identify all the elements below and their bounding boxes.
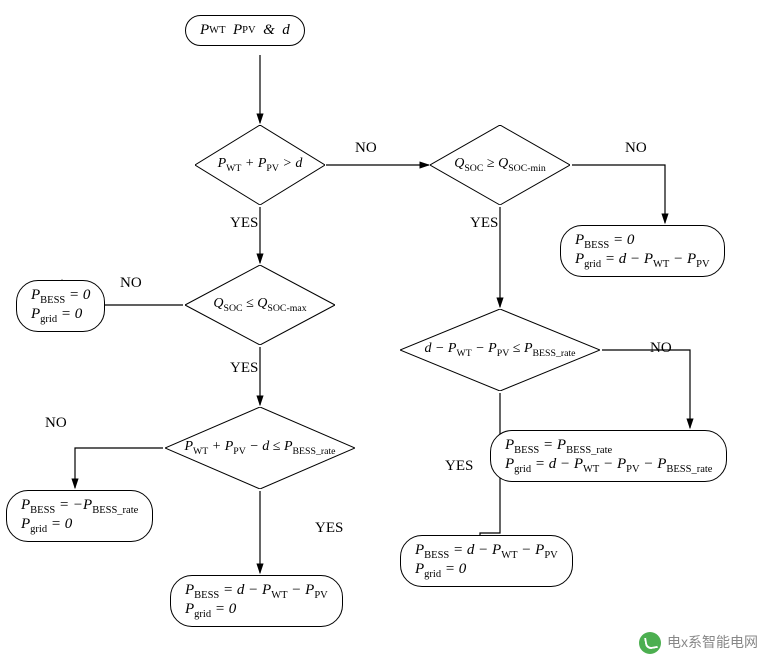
terminal-t5: PBESS = d − PWT − PPVPgrid = 0: [400, 535, 573, 587]
terminal-t6: PBESS = PBESS_ratePgrid = d − PWT − PPV …: [490, 430, 727, 482]
edge-label: NO: [355, 140, 377, 157]
edge-label: YES: [230, 215, 258, 232]
decision-d3: QSOC ≤ QSOC-max: [185, 265, 335, 345]
terminal-t3: PBESS = −PBESS_ratePgrid = 0: [6, 490, 153, 542]
edge-label: YES: [230, 360, 258, 377]
terminal-t4: PBESS = d − PWT − PPVPgrid = 0: [170, 575, 343, 627]
edge-label: NO: [120, 275, 142, 292]
decision-d5: d − PWT − PPV ≤ PBESS_rate: [400, 309, 600, 391]
decision-d1: PWT + PPV > d: [195, 125, 325, 205]
watermark: 电x系智能电网: [639, 632, 758, 654]
decision-d2: QSOC ≥ QSOC-min: [430, 125, 570, 205]
edge-label: NO: [650, 340, 672, 357]
edge-label: YES: [445, 458, 473, 475]
edge-label: NO: [625, 140, 647, 157]
edge-label: YES: [470, 215, 498, 232]
flowchart-edges: [0, 0, 778, 666]
terminal-t1: PBESS = 0Pgrid = d − PWT − PPV: [560, 225, 725, 277]
decision-d4: PWT + PPV − d ≤ PBESS_rate: [165, 407, 355, 489]
edge-label: YES: [315, 520, 343, 537]
terminal-start: PWT PPV & d: [185, 15, 305, 46]
wechat-icon: [639, 632, 661, 654]
edge-label: NO: [45, 415, 67, 432]
terminal-t2: PBESS = 0Pgrid = 0: [16, 280, 105, 332]
